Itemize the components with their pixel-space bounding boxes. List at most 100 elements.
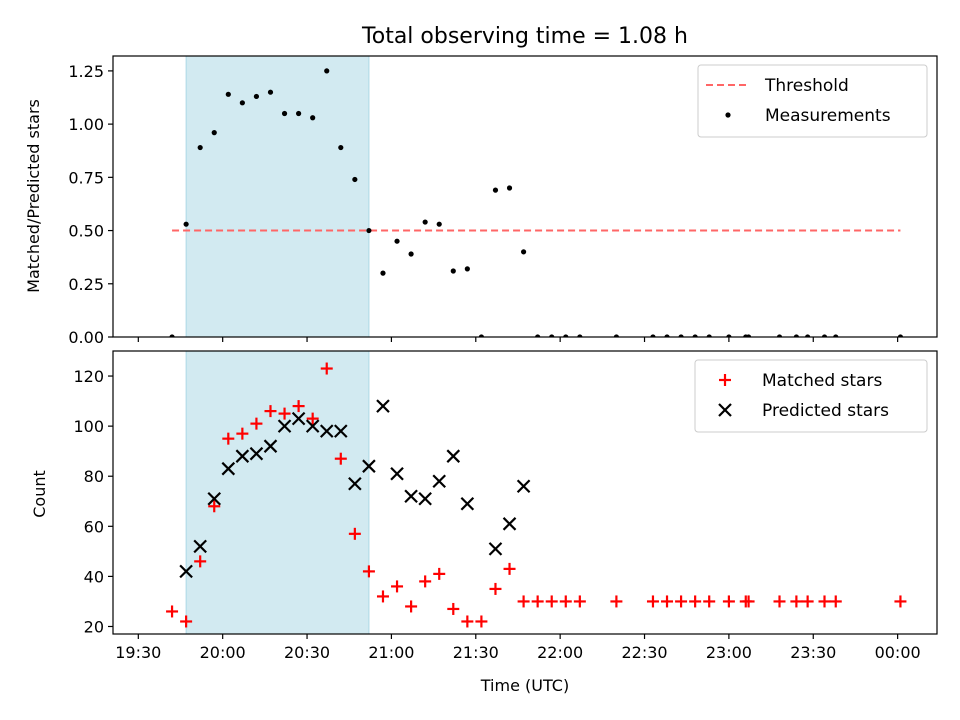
- predicted-stars-point: [418, 491, 432, 506]
- measurement-point: [726, 334, 732, 337]
- matched-stars-point: [391, 580, 404, 593]
- measurement-point: [692, 334, 698, 337]
- y-tick-label: 40: [84, 567, 104, 586]
- measurement-point: [535, 334, 541, 337]
- legend-label: Predicted stars: [762, 401, 889, 421]
- predicted-stars-point: [235, 449, 250, 463]
- measurement-point: [310, 115, 316, 121]
- matched-stars-point: [166, 605, 179, 618]
- measurement-point: [833, 334, 839, 337]
- matched-stars-point: [334, 452, 347, 465]
- predicted-stars-point: [305, 419, 320, 433]
- y-tick-label: 60: [84, 517, 104, 536]
- predicted-stars-point: [319, 424, 334, 438]
- matched-stars-point: [180, 615, 193, 628]
- matched-stars-point: [433, 567, 446, 580]
- measurement-point: [225, 91, 231, 97]
- x-tick-label: 00:00: [875, 643, 921, 662]
- predicted-stars-point: [249, 446, 264, 461]
- predicted-stars-point: [348, 476, 362, 491]
- axes-frame: [112, 350, 938, 635]
- x-tick-label: 21:00: [368, 643, 414, 662]
- x-tick-label: 22:00: [537, 643, 583, 662]
- x-tick-label: 21:30: [453, 643, 499, 662]
- observing-span: [185, 351, 370, 634]
- matched-stars-point: [489, 582, 502, 595]
- matched-stars-point: [320, 362, 333, 375]
- matched-stars-point: [531, 595, 544, 608]
- matched-stars-point: [661, 595, 674, 608]
- measurement-point: [380, 270, 386, 276]
- predicted-stars-point: [193, 539, 207, 554]
- predicted-stars-point: [488, 542, 503, 556]
- measurement-point: [664, 334, 670, 337]
- matched-stars-point: [194, 555, 207, 568]
- predicted-stars-point: [277, 419, 292, 433]
- matched-stars-point: [703, 595, 716, 608]
- matched-stars-point: [801, 595, 814, 608]
- measurement-point: [520, 249, 527, 255]
- axes-frame: [112, 55, 938, 338]
- matched-stars-point: [236, 427, 249, 440]
- predicted-stars-point: [390, 466, 404, 481]
- measurement-point: [506, 185, 513, 191]
- predicted-stars-point: [502, 517, 517, 531]
- chart-title: Total observing time = 1.08 h: [361, 24, 688, 49]
- y-tick-label: 80: [84, 467, 104, 486]
- predicted-stars-point: [460, 496, 475, 511]
- measurement-point: [549, 334, 555, 337]
- matched-stars-point: [722, 595, 735, 608]
- measurement-point: [706, 334, 712, 337]
- measurement-point: [281, 110, 288, 117]
- measurement-point: [197, 144, 203, 151]
- legend-label: Matched stars: [762, 371, 882, 391]
- matched-stars-point: [545, 595, 558, 608]
- y-tick-label: 120: [73, 367, 104, 386]
- predicted-stars-point: [446, 449, 461, 463]
- measurement-point: [267, 89, 274, 95]
- legend-matched-swatch: [719, 374, 731, 386]
- measurement-point: [805, 334, 811, 337]
- measurement-point: [352, 176, 358, 183]
- plot-area: [169, 56, 904, 337]
- plot-area: [166, 351, 907, 634]
- y-tick-label: 20: [84, 617, 104, 636]
- matched-stars-point: [250, 417, 263, 430]
- matched-stars-point: [419, 575, 432, 588]
- matched-stars-point: [461, 615, 474, 628]
- measurement-point: [613, 334, 619, 337]
- matched-stars-point: [610, 595, 623, 608]
- matched-stars-point: [675, 595, 688, 608]
- measurement-point: [577, 334, 583, 337]
- measurement-point: [239, 100, 245, 106]
- measurement-point: [821, 334, 828, 337]
- measurement-point: [211, 130, 217, 136]
- predicted-stars-point: [263, 439, 278, 453]
- predicted-stars-point: [362, 459, 376, 473]
- matched-stars-point: [742, 595, 755, 608]
- y-tick-label: 1.00: [68, 115, 104, 134]
- matched-stars-point: [362, 565, 375, 578]
- measurement-point: [183, 221, 189, 227]
- matched-stars-point: [503, 562, 516, 575]
- predicted-stars-point: [291, 411, 306, 426]
- x-tick-label: 22:30: [621, 643, 667, 662]
- x-tick-label: 23:00: [706, 643, 752, 662]
- measurement-point: [793, 334, 799, 337]
- legend-measurement-swatch: [725, 112, 731, 118]
- matched-stars-point: [208, 500, 221, 513]
- x-tick-label: 23:30: [790, 643, 836, 662]
- matched-stars-point: [829, 595, 842, 608]
- matched-stars-point: [475, 615, 488, 628]
- predicted-stars-point: [404, 489, 418, 504]
- legend: Matched stars Predicted stars: [694, 359, 928, 433]
- matched-stars-point: [573, 595, 586, 608]
- measurement-point: [650, 334, 656, 337]
- matched-stars-point: [348, 527, 361, 540]
- matched-stars-point: [222, 432, 235, 445]
- matched-stars-point: [264, 405, 277, 418]
- measurement-point: [678, 334, 684, 337]
- measurement-point: [324, 68, 330, 74]
- predicted-stars-point: [516, 479, 531, 494]
